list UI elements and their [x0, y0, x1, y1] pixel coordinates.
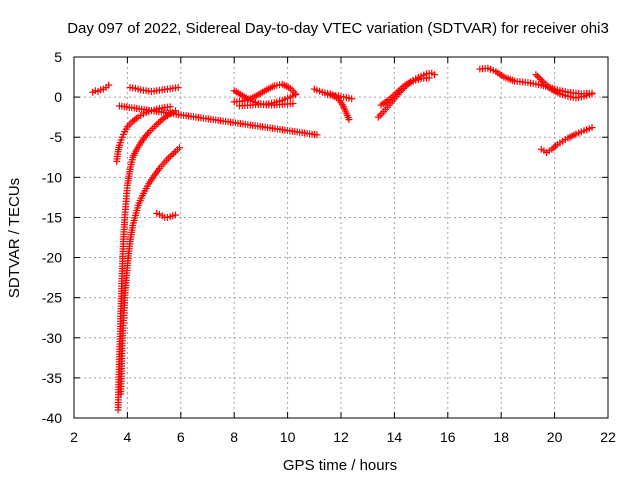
- data-point: [170, 149, 178, 157]
- data-point: [166, 103, 174, 111]
- data-point: [535, 74, 543, 82]
- data-point: [174, 83, 182, 91]
- data-point: [105, 81, 113, 89]
- data-point: [292, 90, 300, 98]
- x-tick-label: 4: [124, 429, 132, 445]
- data-point: [532, 71, 540, 79]
- y-tick-label: -25: [42, 290, 62, 306]
- x-tick-label: 12: [333, 429, 349, 445]
- x-tick-label: 10: [280, 429, 296, 445]
- x-tick-label: 20: [547, 429, 563, 445]
- x-tick-label: 14: [387, 429, 403, 445]
- data-point: [175, 144, 183, 152]
- x-tick-labels: 2 4 6 8 10 12 14 16 18 20 22: [70, 429, 616, 445]
- y-tick-label: -10: [42, 169, 62, 185]
- data-point: [534, 72, 542, 80]
- y-tick-label: -20: [42, 250, 62, 266]
- data-point: [348, 95, 356, 103]
- y-tick-labels: 5 0 -5 -10 -15 -20 -25 -30 -35 -40: [42, 49, 62, 426]
- y-tick-label: -5: [50, 129, 63, 145]
- data-point: [313, 131, 321, 139]
- y-axis-label: SDTVAR / TECUs: [6, 178, 23, 298]
- x-tick-label: 16: [440, 429, 456, 445]
- data-point: [143, 130, 151, 138]
- data-point: [425, 74, 433, 82]
- x-tick-label: 22: [600, 429, 616, 445]
- data-point: [550, 144, 558, 152]
- x-tick-label: 18: [493, 429, 509, 445]
- x-axis-label: GPS time / hours: [283, 457, 397, 474]
- y-tick-label: 0: [54, 89, 62, 105]
- data-point: [588, 90, 596, 98]
- data-point: [551, 142, 559, 150]
- data-point: [538, 77, 546, 85]
- x-tick-label: 8: [230, 429, 238, 445]
- data-point: [171, 107, 179, 115]
- data-point: [588, 124, 596, 132]
- x-tick-label: 6: [177, 429, 185, 445]
- data-point: [345, 116, 353, 124]
- plot-frame: [73, 56, 609, 419]
- data-point: [155, 119, 163, 127]
- data-points: [89, 64, 596, 414]
- data-point: [537, 75, 545, 83]
- data-point: [430, 71, 438, 79]
- y-tick-label: 5: [54, 49, 62, 65]
- y-tick-label: -15: [42, 209, 62, 225]
- y-tick-label: -30: [42, 330, 62, 346]
- data-point: [171, 211, 179, 219]
- data-point: [289, 100, 297, 108]
- y-tick-label: -40: [42, 410, 62, 426]
- chart-title: Day 097 of 2022, Sidereal Day-to-day VTE…: [67, 20, 609, 37]
- data-point: [168, 151, 176, 159]
- y-tick-label: -35: [42, 370, 62, 386]
- x-tick-label: 2: [70, 429, 78, 445]
